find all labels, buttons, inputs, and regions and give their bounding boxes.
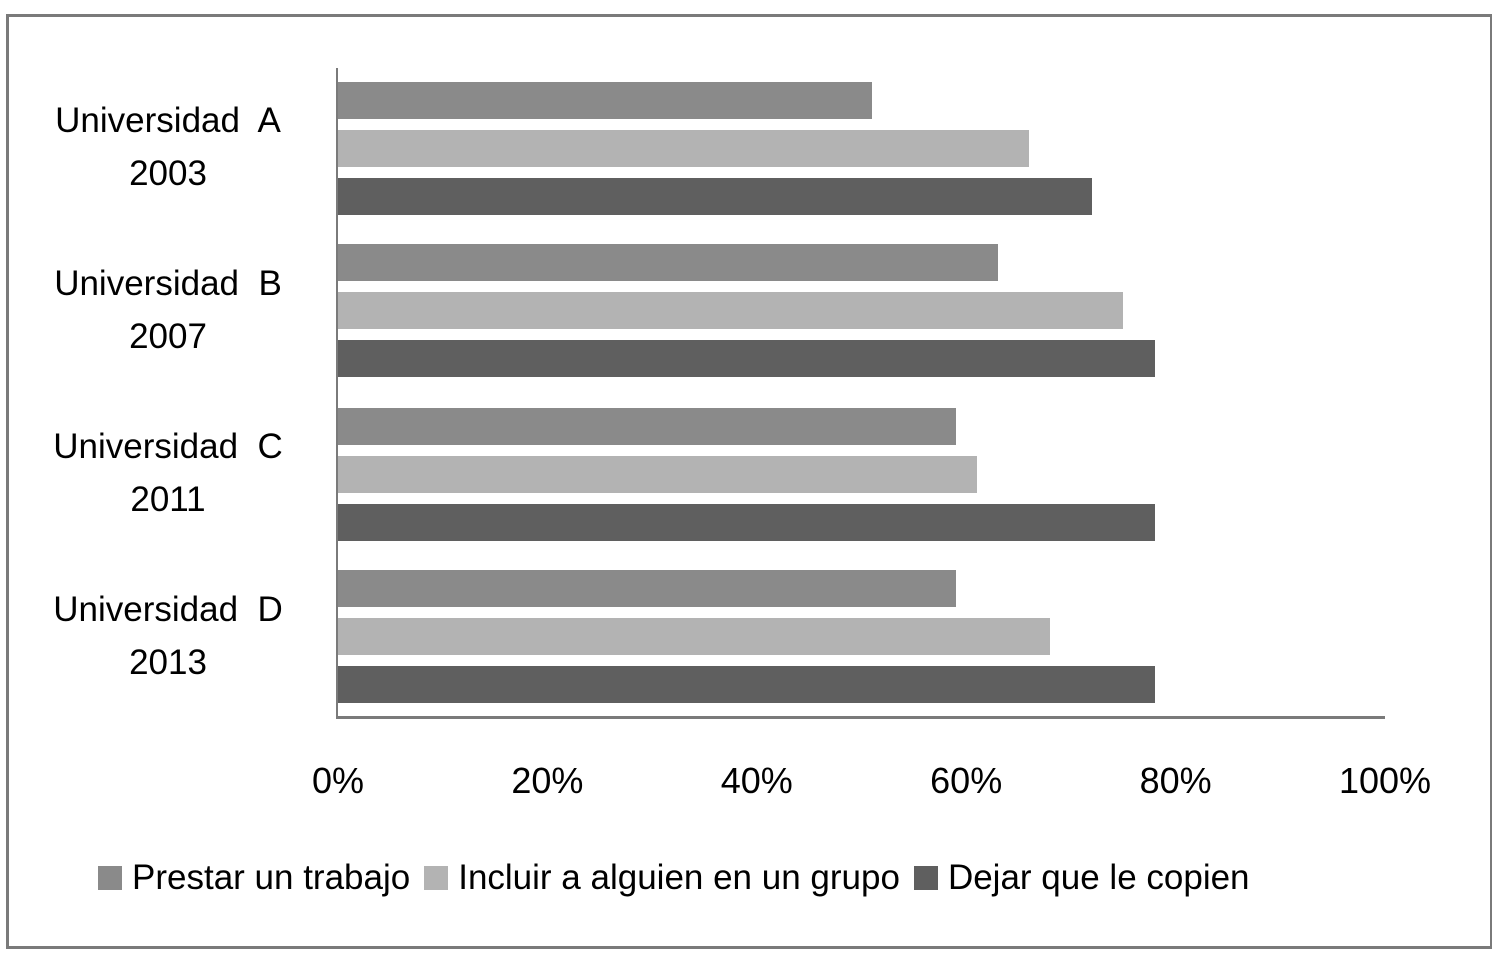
x-tick-label: 60% [930, 760, 1003, 801]
x-tick-label: 100% [1338, 760, 1432, 801]
x-tick-label: 0% [311, 760, 365, 801]
bar [338, 178, 1092, 215]
y-axis-line [336, 68, 338, 719]
legend-item: Dejar que le copien [913, 858, 1250, 898]
category-label: Universidad D 2013 [53, 590, 283, 682]
bar [338, 570, 956, 607]
legend-swatch-icon [424, 866, 449, 890]
legend-item: Prestar un trabajo [98, 858, 410, 898]
bar [338, 456, 977, 493]
category-label: Universidad B 2007 [54, 264, 282, 356]
bar [338, 618, 1050, 655]
x-tick-label: 20% [511, 760, 584, 801]
x-tick-label: 40% [720, 760, 793, 801]
bar [338, 340, 1155, 377]
legend-label: Dejar que le copien [947, 858, 1250, 897]
legend: Prestar un trabajo Incluir a alguien en u… [98, 858, 1264, 898]
legend-label: Prestar un trabajo [132, 858, 411, 897]
bar [338, 408, 956, 445]
chart-frame [6, 14, 1492, 949]
bar [338, 666, 1155, 703]
legend-label: Incluir a alguien en un grupo [458, 858, 900, 897]
legend-swatch-icon [98, 866, 122, 890]
x-tick-label: 80% [1139, 760, 1212, 801]
bar [338, 504, 1155, 541]
legend-item: Incluir a alguien en un grupo [424, 858, 900, 898]
plot-area [338, 68, 1385, 718]
bar [338, 292, 1124, 329]
bar [338, 82, 872, 119]
bar [338, 130, 1030, 167]
legend-swatch-icon [913, 866, 938, 890]
x-axis-line [336, 716, 1385, 719]
category-label: Universidad A 2003 [55, 101, 281, 193]
category-label: Universidad C 2011 [53, 427, 283, 519]
bar [338, 244, 998, 281]
